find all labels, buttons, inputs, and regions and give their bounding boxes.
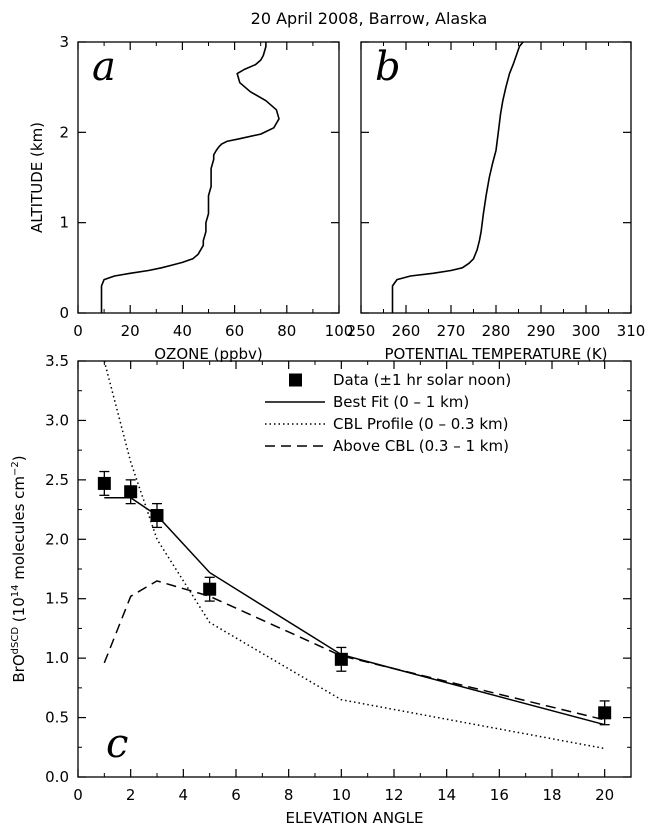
y-tick-label: 3 (59, 33, 69, 51)
data-marker (598, 706, 612, 720)
legend-label: Above CBL (0.3 – 1 km) (333, 437, 509, 455)
y-axis-label-part: molecules cm (10, 476, 28, 585)
x-tick-label: 8 (284, 786, 294, 804)
figure-title: 20 April 2008, Barrow, Alaska (251, 9, 488, 28)
y-axis-label-part: (10 (10, 597, 28, 627)
legend-label: CBL Profile (0 – 0.3 km) (333, 415, 509, 433)
y-tick-label: 0.5 (45, 709, 69, 727)
x-axis-label: POTENTIAL TEMPERATURE (K) (384, 345, 607, 363)
x-axis-label: OZONE (ppbv) (154, 345, 263, 363)
x-tick-label: 270 (437, 322, 466, 340)
profile-line (100, 42, 280, 313)
panel-a-ozone: 0 20 40 60 80 100 0 1 2 3 OZONE (ppbv) ALTITUDE (km… (28, 33, 353, 363)
x-tick-label: 4 (179, 786, 189, 804)
y-tick-label: 2.5 (45, 471, 69, 489)
y-tick-label: 3.5 (45, 352, 69, 370)
x-tick-label: 300 (572, 322, 601, 340)
x-tick-label: 0 (73, 786, 83, 804)
y-tick-label: 1 (59, 214, 69, 232)
y-tick-label: 2 (59, 123, 69, 141)
series-line-solid (104, 496, 605, 726)
x-tick-label: 18 (542, 786, 561, 804)
y-axis-label-part: ) (10, 455, 28, 461)
x-tick-label: 310 (617, 322, 646, 340)
x-tick-label: 80 (277, 322, 296, 340)
y-tick-label: 3.0 (45, 411, 69, 429)
series-line-dotted (103, 361, 605, 750)
y-axis-label: ALTITUDE (km) (28, 122, 46, 233)
x-tick-label: 12 (384, 786, 403, 804)
y-axis-label-superscript: −2 (10, 461, 21, 476)
panel-b-potential-temperature: 250 260 270 280 290 300 310 POTENTIAL TEMPERATU… (347, 41, 646, 363)
y-axis-label-superscript: dSCD (10, 627, 21, 655)
x-tick-label: 280 (482, 322, 511, 340)
y-tick-label: 0 (59, 304, 69, 322)
x-tick-label: 6 (231, 786, 241, 804)
y-axis-label-part: BrO (10, 654, 28, 682)
legend-label: Best Fit (0 – 1 km) (333, 393, 469, 411)
data-marker (124, 485, 138, 499)
y-tick-label: 2.0 (45, 530, 69, 548)
x-tick-label: 20 (121, 322, 140, 340)
y-axis-label: BrOdSCD (1014 molecules cm−2) (10, 455, 28, 682)
x-tick-label: 16 (490, 786, 509, 804)
x-tick-label: 14 (437, 786, 456, 804)
x-axis-label: ELEVATION ANGLE (285, 809, 423, 827)
y-tick-label: 1.0 (45, 649, 69, 667)
data-marker (203, 582, 217, 596)
panel-letter: b (375, 44, 401, 90)
x-tick-label: 20 (595, 786, 614, 804)
x-tick-label: 2 (126, 786, 136, 804)
y-tick-label: 0.0 (45, 768, 69, 786)
panel-letter: c (106, 721, 128, 767)
x-tick-label: 10 (332, 786, 351, 804)
x-tick-label: 40 (173, 322, 192, 340)
data-marker (97, 476, 111, 490)
y-tick-label: 1.5 (45, 590, 69, 608)
x-tick-label: 0 (73, 322, 83, 340)
plot-frame (77, 41, 340, 314)
legend-marker (289, 373, 302, 387)
x-tick-label: 260 (392, 322, 421, 340)
legend-label: Data (±1 hr solar noon) (333, 371, 511, 389)
x-tick-label: 100 (325, 322, 354, 340)
panel-letter: a (92, 44, 116, 90)
series-line-dashed (103, 580, 605, 721)
y-axis-label-superscript: 14 (10, 585, 21, 598)
x-tick-label: 250 (347, 322, 376, 340)
x-tick-label: 60 (225, 322, 244, 340)
panel-c-bro-dscd: 0 2 4 6 8 10 12 14 16 18 20 0.0 0.5 1.0 1.5 2.0 2.5 3.0 3.… (10, 352, 632, 827)
plot-frame (360, 41, 632, 314)
profile-line (391, 41, 524, 313)
x-tick-label: 290 (527, 322, 556, 340)
